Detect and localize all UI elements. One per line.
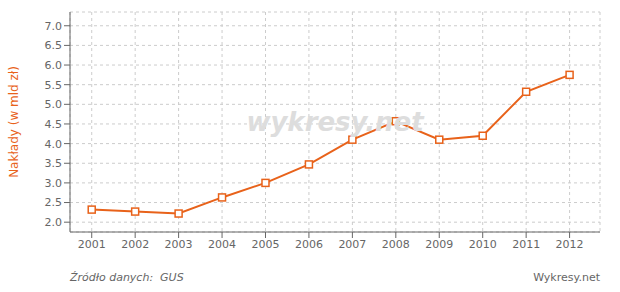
svg-text:2.0: 2.0 — [45, 216, 63, 229]
svg-text:2002: 2002 — [121, 238, 149, 251]
svg-text:2.5: 2.5 — [45, 196, 63, 209]
html-text:Wykresy.net: Wykresy.net — [533, 270, 600, 284]
svg-text:3.5: 3.5 — [45, 157, 63, 170]
svg-text:2004: 2004 — [208, 238, 236, 251]
svg-text:2009: 2009 — [425, 238, 453, 251]
svg-text:3.0: 3.0 — [45, 177, 63, 190]
svg-text:2008: 2008 — [382, 238, 410, 251]
svg-text:6.5: 6.5 — [45, 39, 63, 52]
svg-text:2011: 2011 — [512, 238, 540, 251]
svg-text:5.5: 5.5 — [45, 79, 63, 92]
svg-text:2003: 2003 — [165, 238, 193, 251]
svg-text:4.0: 4.0 — [45, 138, 63, 151]
html-text:Źródło danych: GUS: Źródło danych: GUS — [70, 270, 184, 284]
svg-text:2005: 2005 — [251, 238, 279, 251]
svg-text:7.0: 7.0 — [45, 20, 63, 33]
svg-text:2006: 2006 — [295, 238, 323, 251]
svg-text:2010: 2010 — [469, 238, 497, 251]
svg-text:5.0: 5.0 — [45, 98, 63, 111]
html-text:wykresy.net: wykresy.net — [246, 107, 424, 137]
svg-text:4.5: 4.5 — [45, 118, 63, 131]
svg-text:2007: 2007 — [338, 238, 366, 251]
svg-text:2001: 2001 — [78, 238, 106, 251]
svg-text:6.0: 6.0 — [45, 59, 63, 72]
svg-text:2012: 2012 — [556, 238, 584, 251]
svg-text:Nakłady (w mld zł): Nakłady (w mld zł) — [8, 66, 21, 178]
